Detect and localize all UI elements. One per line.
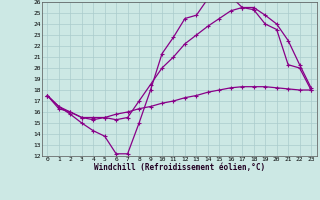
X-axis label: Windchill (Refroidissement éolien,°C): Windchill (Refroidissement éolien,°C) <box>94 163 265 172</box>
